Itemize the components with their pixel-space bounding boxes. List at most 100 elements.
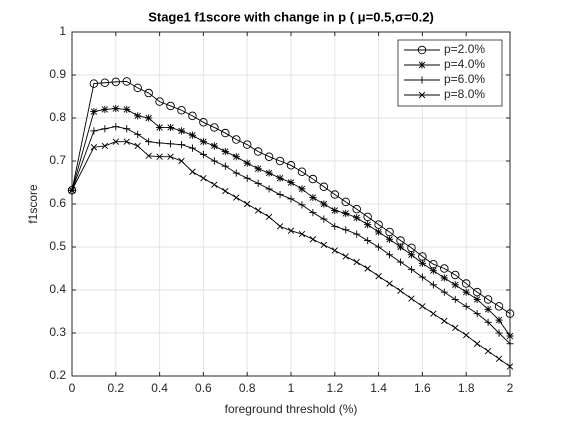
marker <box>189 168 196 175</box>
marker <box>233 194 240 201</box>
marker <box>188 144 197 152</box>
marker <box>145 114 153 122</box>
marker <box>418 259 426 267</box>
marker <box>287 195 295 203</box>
marker <box>462 302 470 310</box>
marker <box>188 111 197 121</box>
marker-stroke <box>145 152 152 160</box>
marker <box>112 104 120 113</box>
marker <box>463 331 470 339</box>
marker <box>265 169 273 177</box>
marker-stroke <box>178 157 185 165</box>
marker-shape <box>461 279 471 288</box>
marker-shape <box>494 302 504 311</box>
marker-shape <box>319 182 329 192</box>
marker <box>506 332 514 340</box>
marker <box>353 258 360 266</box>
marker <box>473 310 481 318</box>
marker-stroke <box>463 331 470 339</box>
marker-shape <box>330 190 340 199</box>
marker-shape <box>286 161 296 170</box>
y-tick-label: 0.8 <box>49 110 66 124</box>
y-tick-label: 0.7 <box>49 153 66 167</box>
marker-shape <box>100 78 110 87</box>
marker <box>330 190 340 199</box>
marker-stroke <box>506 363 514 370</box>
y-tick-label: 0.5 <box>49 239 66 253</box>
marker-stroke <box>320 241 328 249</box>
marker <box>134 142 141 150</box>
marker-stroke <box>309 236 317 243</box>
marker-stroke <box>484 347 492 355</box>
marker <box>286 161 296 170</box>
marker-stroke <box>331 247 338 254</box>
marker <box>484 347 492 355</box>
marker <box>364 265 371 272</box>
chart-title: Stage1 f1score with change in p ( μ=0.5,… <box>148 9 434 24</box>
marker-stroke <box>386 236 393 243</box>
legend-marker <box>417 45 427 55</box>
marker-stroke <box>68 187 76 194</box>
marker-stroke <box>254 165 262 172</box>
marker <box>429 281 437 289</box>
marker <box>145 138 153 146</box>
marker <box>112 123 120 131</box>
marker-shape <box>308 174 318 184</box>
marker <box>320 200 328 208</box>
marker-stroke <box>495 355 503 362</box>
marker <box>199 150 207 159</box>
marker <box>122 77 131 86</box>
marker-stroke <box>101 106 109 113</box>
marker <box>155 97 164 106</box>
marker-stroke <box>364 221 371 228</box>
series-line <box>71 126 511 345</box>
marker-stroke <box>441 274 448 282</box>
marker <box>298 201 306 209</box>
marker-stroke <box>430 267 437 274</box>
legend-label: p=2.0% <box>444 42 485 56</box>
marker-stroke <box>419 260 426 267</box>
marker-shape <box>122 77 131 86</box>
marker <box>308 174 318 184</box>
marker <box>461 279 471 288</box>
marker <box>364 221 372 229</box>
marker <box>320 215 328 223</box>
marker-stroke <box>298 185 306 193</box>
x-tick-label: 1.2 <box>326 381 343 395</box>
marker-stroke <box>397 287 404 295</box>
marker-stroke <box>320 200 328 208</box>
marker <box>396 243 405 251</box>
y-tick-label: 0.2 <box>49 368 66 382</box>
marker <box>419 303 426 310</box>
marker <box>276 223 284 230</box>
marker-stroke <box>156 124 163 131</box>
marker <box>375 228 383 236</box>
y-tick-label: 0.6 <box>49 196 66 210</box>
marker-shape <box>253 147 263 156</box>
marker-stroke <box>342 253 349 260</box>
marker <box>408 295 415 302</box>
marker-shape <box>505 309 515 318</box>
marker <box>68 187 76 194</box>
series-line <box>71 108 511 337</box>
marker <box>484 305 492 313</box>
marker <box>364 236 372 245</box>
marker-stroke <box>331 207 338 214</box>
marker <box>452 324 459 332</box>
marker-stroke <box>408 251 415 258</box>
marker-stroke <box>222 148 229 155</box>
marker <box>331 247 338 254</box>
marker-shape <box>483 295 493 304</box>
marker <box>353 230 361 238</box>
marker-stroke <box>375 228 382 236</box>
marker-shape <box>231 135 241 144</box>
marker-stroke <box>473 296 481 303</box>
marker <box>385 235 394 243</box>
marker <box>484 318 492 326</box>
marker <box>397 287 404 295</box>
marker <box>221 147 229 156</box>
marker <box>276 174 284 182</box>
legend-marker <box>418 76 426 84</box>
marker-shape <box>177 106 186 115</box>
marker <box>177 141 186 149</box>
